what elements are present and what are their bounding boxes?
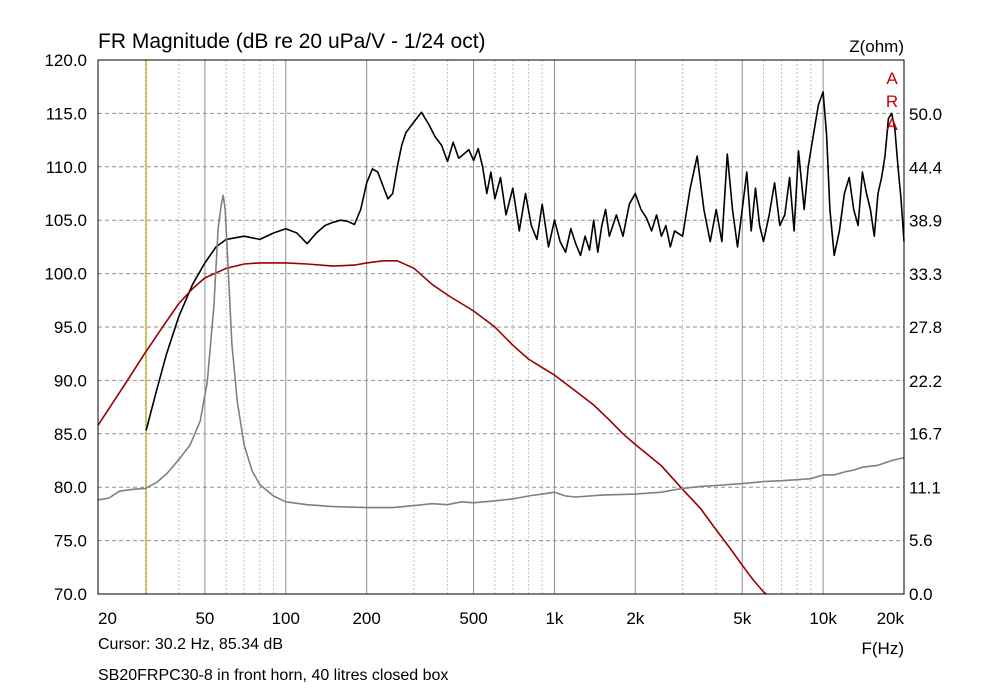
y-right-tick-label: 0.0: [909, 585, 933, 604]
y-tick-label: 70.0: [54, 585, 87, 604]
series-line-2: [97, 194, 905, 509]
y-right-tick-label: 44.4: [909, 159, 942, 178]
y-right-tick-label: 5.6: [909, 531, 933, 550]
y-tick-label: 115.0: [46, 104, 87, 123]
x-tick-label: 5k: [733, 609, 751, 628]
x-tick-label: 50: [195, 609, 214, 628]
y-tick-label: 75.0: [54, 532, 87, 551]
x-tick-label: 20k: [877, 609, 905, 628]
curve-marker: R: [886, 92, 898, 111]
plot-frame: [97, 59, 905, 595]
x-tick-label: 2k: [626, 609, 644, 628]
frame: [97, 59, 905, 595]
chart-title: FR Magnitude (dB re 20 uPa/V - 1/24 oct): [98, 30, 486, 53]
x-tick-label: 200: [352, 609, 380, 628]
x-tick-label: 100: [272, 609, 300, 628]
y-right-tick-label: 38.9: [909, 211, 942, 230]
y-tick-label: 95.0: [54, 318, 87, 337]
y-tick-label: 110.0: [46, 158, 87, 177]
y-right-tick-label: 27.8: [909, 318, 942, 337]
series-line-0: [145, 91, 905, 431]
y-tick-label: 120.0: [44, 51, 87, 70]
curve-markers: ARA: [886, 69, 898, 134]
curve-marker: A: [886, 115, 898, 134]
chart-description: SB20FRPC30-8 in front horn, 40 litres cl…: [98, 667, 449, 684]
y-right-tick-label: 16.7: [909, 425, 942, 444]
curve-marker: A: [886, 69, 898, 88]
series-layer: [97, 91, 905, 595]
x-tick-label: 1k: [545, 609, 563, 628]
tick-labels: 120.0 115.0 110.0 105.0 100.0 95.0 90.0 85.0 80.…: [44, 51, 942, 628]
y-right-tick-label: 50.0: [909, 105, 942, 124]
y-tick-label: 100.0: [44, 265, 87, 284]
y-tick-label: 85.0: [54, 425, 87, 444]
x-tick-label: 500: [459, 609, 487, 628]
x-tick-label: 10k: [809, 609, 837, 628]
y-tick-label: 90.0: [54, 371, 87, 390]
cursor-readout: Cursor: 30.2 Hz, 85.34 dB: [98, 636, 283, 653]
x-axis-label: F(Hz): [862, 639, 904, 658]
y-right-tick-label: 22.2: [909, 372, 942, 391]
right-axis-label: Z(ohm): [849, 37, 904, 56]
y-tick-label: 105.0: [44, 211, 87, 230]
y-tick-label: 80.0: [54, 478, 87, 497]
y-right-tick-label: 33.3: [909, 265, 942, 284]
y-right-tick-label: 11.1: [909, 478, 941, 497]
x-tick-label: 20: [98, 609, 117, 628]
grid: [98, 60, 904, 594]
